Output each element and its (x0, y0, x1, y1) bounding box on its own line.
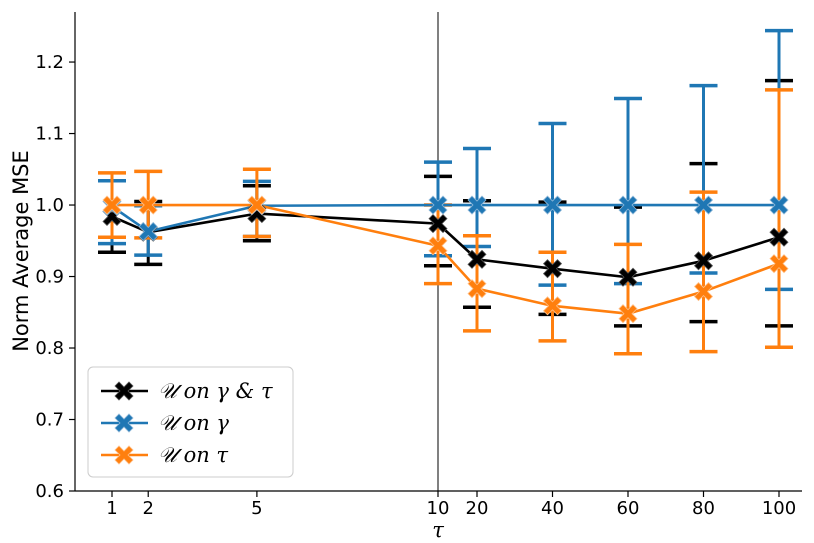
legend-marker-orange (114, 445, 134, 465)
y-tick-label: 0.6 (35, 481, 64, 502)
y-tick-label: 0.7 (35, 410, 64, 431)
data-point-marker (769, 195, 789, 215)
series-layer (98, 28, 793, 356)
y-tick-label: 0.9 (35, 267, 64, 288)
data-point-marker (618, 267, 638, 287)
data-point-marker (467, 249, 487, 269)
data-point-marker (428, 214, 448, 234)
legend-marker-black (114, 381, 134, 401)
data-point-marker (102, 195, 122, 215)
legend-item: 𝒰 on τ (101, 443, 228, 467)
legend-label-gamma-tau: 𝒰 on γ & τ (158, 379, 273, 403)
data-point-marker (618, 195, 638, 215)
data-point-marker (138, 221, 158, 242)
x-axis-label: τ (432, 518, 444, 542)
x-ticks: 1 2 5 10 20 40 60 80 100 (106, 491, 796, 519)
legend-label-tau: 𝒰 on τ (158, 443, 228, 467)
data-point-marker (542, 195, 563, 215)
x-tick-label: 1 (106, 498, 117, 519)
legend-marker-blue (114, 413, 134, 433)
data-point-marker (693, 251, 714, 271)
x-tick-label: 20 (466, 498, 489, 519)
data-point-marker (693, 281, 714, 302)
data-point-marker (769, 254, 789, 274)
x-tick-label: 2 (142, 498, 153, 519)
x-tick-label: 5 (251, 498, 262, 519)
x-tick-label: 40 (541, 498, 564, 519)
data-point-marker (542, 259, 563, 279)
legend-label-gamma: 𝒰 on γ (158, 411, 229, 435)
legend-item: 𝒰 on γ & τ (101, 379, 273, 403)
legend: 𝒰 on γ & τ 𝒰 on γ 𝒰 on τ (87, 366, 294, 478)
y-tick-label: 1.2 (35, 52, 64, 73)
y-tick-label: 1.0 (35, 195, 64, 216)
legend-item: 𝒰 on γ (101, 411, 229, 435)
data-point-marker (467, 279, 487, 299)
data-point-marker (693, 195, 714, 215)
data-point-marker (467, 195, 487, 215)
x-tick-label: 60 (617, 498, 640, 519)
y-axis-label: Norm Average MSE (9, 150, 33, 352)
y-tick-label: 0.8 (35, 338, 64, 359)
x-tick-label: 80 (692, 498, 715, 519)
data-point-marker (542, 296, 563, 316)
x-tick-label: 10 (427, 498, 450, 519)
data-point-marker (428, 195, 448, 215)
y-ticks: 0.6 0.7 0.8 0.9 1.0 1.1 1.2 (35, 52, 75, 502)
data-point-marker (769, 227, 789, 247)
data-point-marker (138, 195, 158, 215)
data-point-marker (247, 195, 267, 215)
data-point-marker (618, 304, 638, 324)
markers-series-2 (102, 195, 789, 324)
x-tick-label: 100 (762, 498, 796, 519)
y-tick-label: 1.1 (35, 124, 64, 145)
legend-box (87, 366, 294, 478)
data-point-marker (428, 236, 448, 256)
